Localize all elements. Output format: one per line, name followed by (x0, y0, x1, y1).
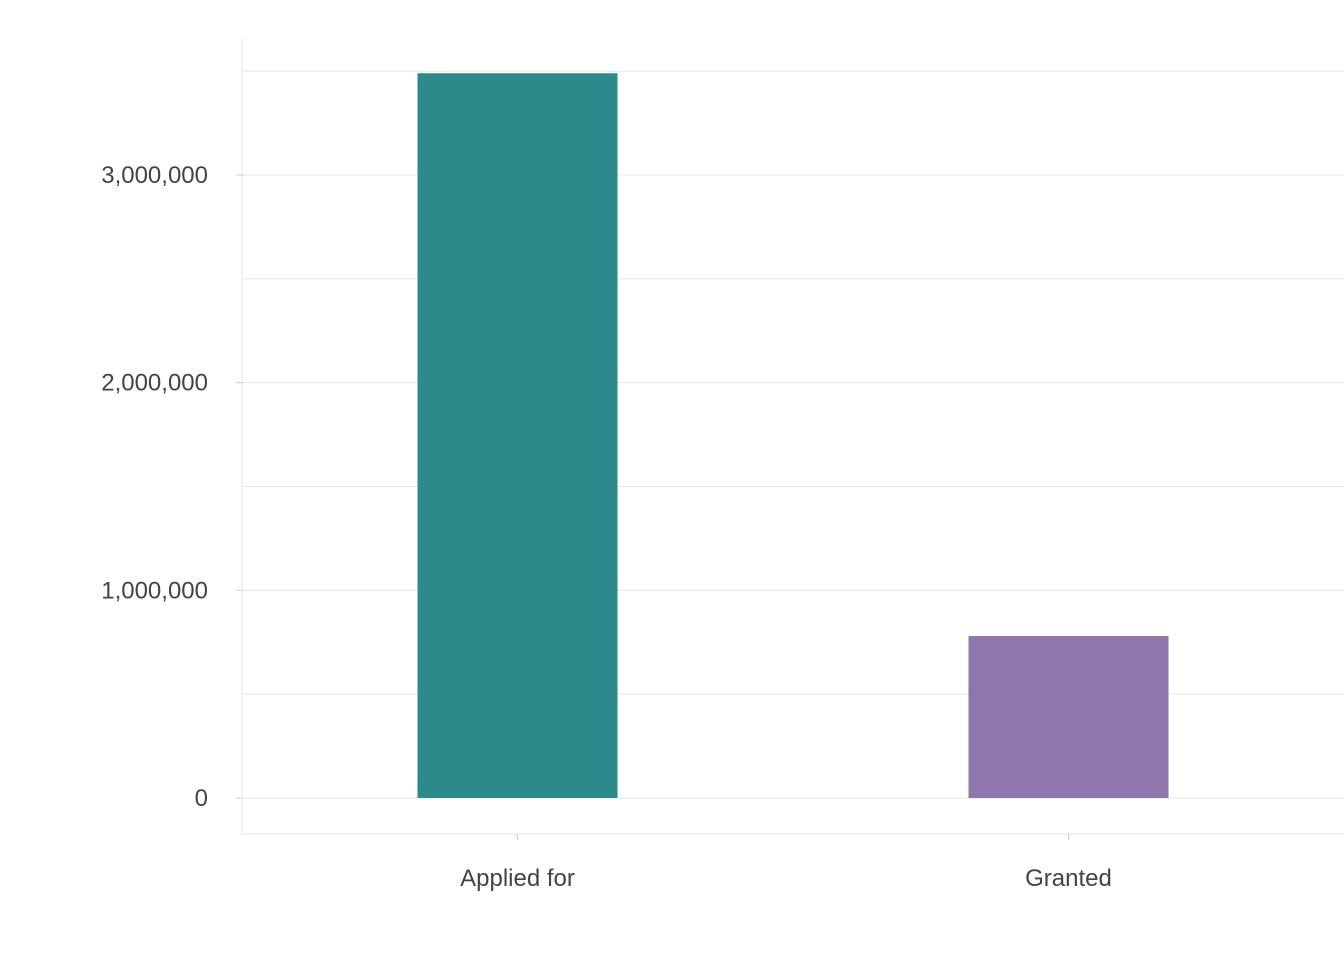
y-tick-label: 1,000,000 (101, 577, 208, 604)
bar-granted (968, 636, 1169, 798)
axes (236, 38, 1344, 840)
y-tick-label: 2,000,000 (101, 370, 208, 397)
bars (417, 73, 1169, 798)
grid-lines (242, 70, 1344, 799)
x-tick-label: Applied for (460, 865, 575, 892)
x-tick-label: Granted (1025, 865, 1112, 892)
bar-applied-for (417, 73, 618, 798)
y-tick-label: 3,000,000 (101, 162, 208, 189)
y-tick-labels: 0 1,000,000 2,000,000 3,000,000 (101, 162, 208, 812)
y-tick-label: 0 (195, 785, 208, 812)
x-tick-labels: Applied for Granted (460, 865, 1112, 892)
